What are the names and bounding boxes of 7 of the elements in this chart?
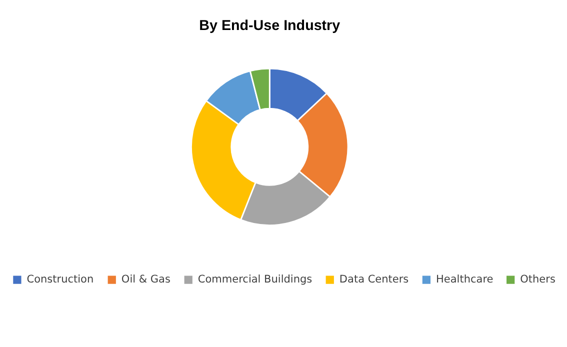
legend-label: Construction [26,274,94,286]
legend-label: Commercial Buildings [198,274,312,286]
legend-label: Others [520,274,556,286]
legend-label: Healthcare [436,274,494,286]
legend-label: Oil & Gas [121,274,170,286]
legend-label: Data Centers [339,274,409,286]
chart-title: By End-Use Industry [199,18,340,34]
